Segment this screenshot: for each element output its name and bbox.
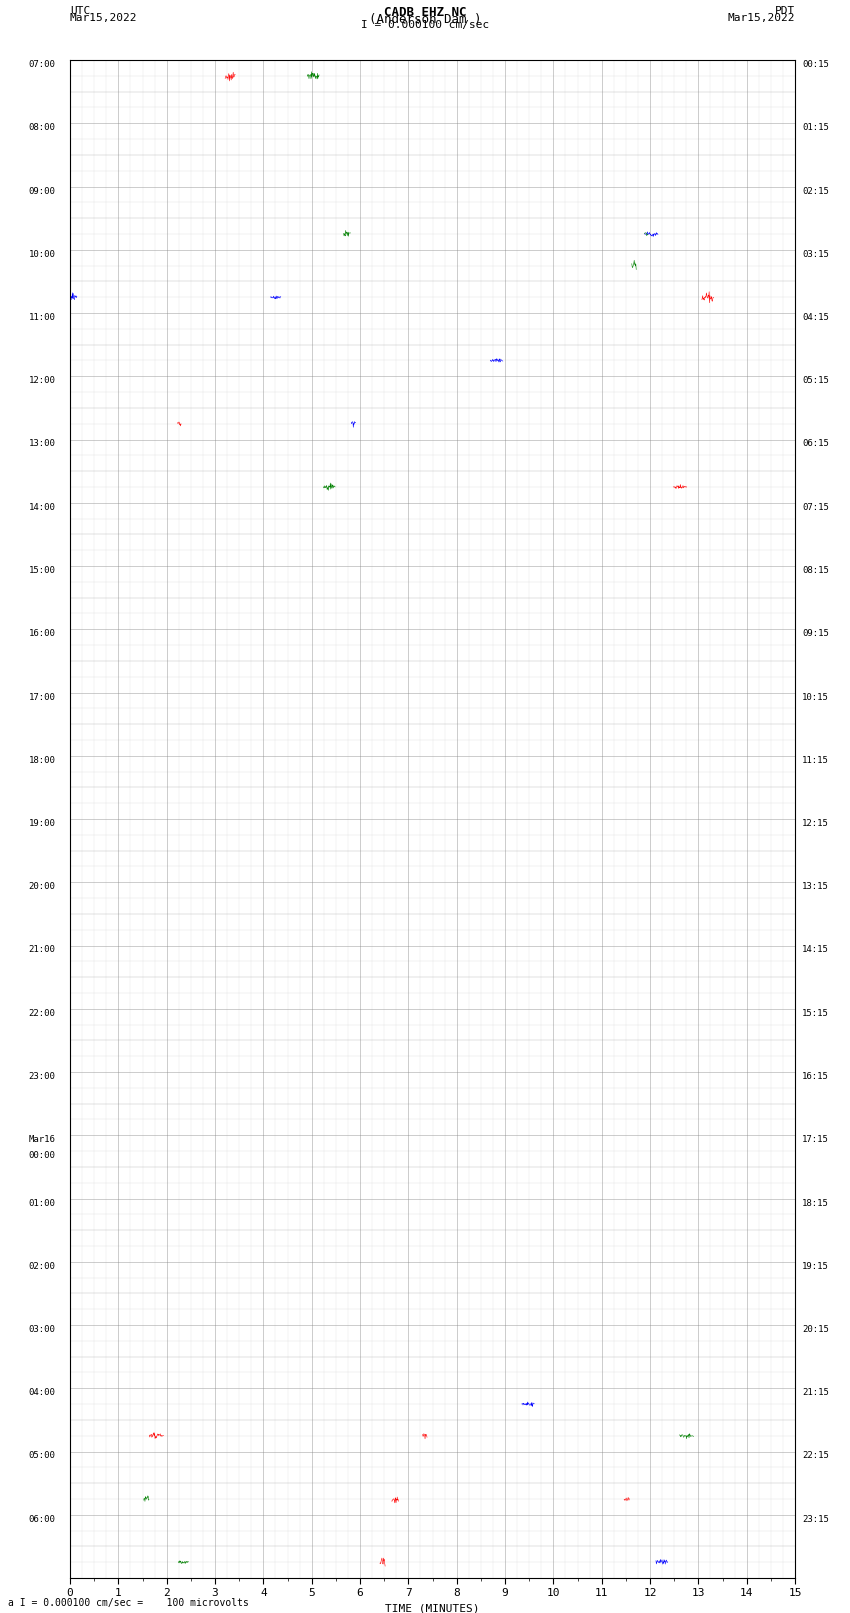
Text: 11:15: 11:15	[802, 756, 829, 765]
Text: 17:00: 17:00	[29, 692, 55, 702]
Text: 10:00: 10:00	[29, 250, 55, 258]
Text: 19:00: 19:00	[29, 819, 55, 827]
Text: 22:00: 22:00	[29, 1008, 55, 1018]
Text: 23:00: 23:00	[29, 1073, 55, 1081]
Text: 11:00: 11:00	[29, 313, 55, 323]
Text: 02:00: 02:00	[29, 1261, 55, 1271]
Text: Mar15,2022: Mar15,2022	[728, 13, 795, 23]
Text: 15:00: 15:00	[29, 566, 55, 574]
Text: 10:15: 10:15	[802, 692, 829, 702]
Text: 23:15: 23:15	[802, 1515, 829, 1524]
Text: 22:15: 22:15	[802, 1452, 829, 1460]
Text: 17:15: 17:15	[802, 1136, 829, 1144]
Text: a I = 0.000100 cm/sec =    100 microvolts: a I = 0.000100 cm/sec = 100 microvolts	[8, 1598, 249, 1608]
Text: UTC: UTC	[70, 5, 90, 16]
Text: 21:15: 21:15	[802, 1389, 829, 1397]
Text: 21:00: 21:00	[29, 945, 55, 955]
Text: 16:15: 16:15	[802, 1073, 829, 1081]
Text: 06:00: 06:00	[29, 1515, 55, 1524]
Text: 03:15: 03:15	[802, 250, 829, 258]
Text: 16:00: 16:00	[29, 629, 55, 639]
Text: 07:00: 07:00	[29, 60, 55, 69]
Text: 04:00: 04:00	[29, 1389, 55, 1397]
Text: 13:15: 13:15	[802, 882, 829, 892]
Text: 05:00: 05:00	[29, 1452, 55, 1460]
Text: 14:00: 14:00	[29, 503, 55, 511]
Text: PDT: PDT	[774, 5, 795, 16]
Text: 15:15: 15:15	[802, 1008, 829, 1018]
Text: 18:15: 18:15	[802, 1198, 829, 1208]
Text: 20:15: 20:15	[802, 1324, 829, 1334]
Text: 20:00: 20:00	[29, 882, 55, 892]
Text: 02:15: 02:15	[802, 187, 829, 195]
Text: 13:00: 13:00	[29, 439, 55, 448]
Text: 07:15: 07:15	[802, 503, 829, 511]
Text: Mar15,2022: Mar15,2022	[70, 13, 138, 23]
Text: 04:15: 04:15	[802, 313, 829, 323]
Text: 03:00: 03:00	[29, 1324, 55, 1334]
Text: 09:15: 09:15	[802, 629, 829, 639]
Text: 18:00: 18:00	[29, 756, 55, 765]
Text: (Anderson Dam ): (Anderson Dam )	[369, 13, 481, 26]
Text: 05:15: 05:15	[802, 376, 829, 386]
Text: 00:00: 00:00	[29, 1152, 55, 1160]
Text: Mar16: Mar16	[29, 1136, 55, 1144]
Text: 09:00: 09:00	[29, 187, 55, 195]
Text: CADB EHZ NC: CADB EHZ NC	[383, 5, 467, 19]
Text: 08:15: 08:15	[802, 566, 829, 574]
Text: 12:00: 12:00	[29, 376, 55, 386]
Text: 08:00: 08:00	[29, 123, 55, 132]
Text: 06:15: 06:15	[802, 439, 829, 448]
Text: 00:15: 00:15	[802, 60, 829, 69]
Text: 14:15: 14:15	[802, 945, 829, 955]
Text: 12:15: 12:15	[802, 819, 829, 827]
Text: 19:15: 19:15	[802, 1261, 829, 1271]
Text: I = 0.000100 cm/sec: I = 0.000100 cm/sec	[361, 19, 489, 31]
Text: 01:00: 01:00	[29, 1198, 55, 1208]
X-axis label: TIME (MINUTES): TIME (MINUTES)	[385, 1603, 479, 1613]
Text: 01:15: 01:15	[802, 123, 829, 132]
